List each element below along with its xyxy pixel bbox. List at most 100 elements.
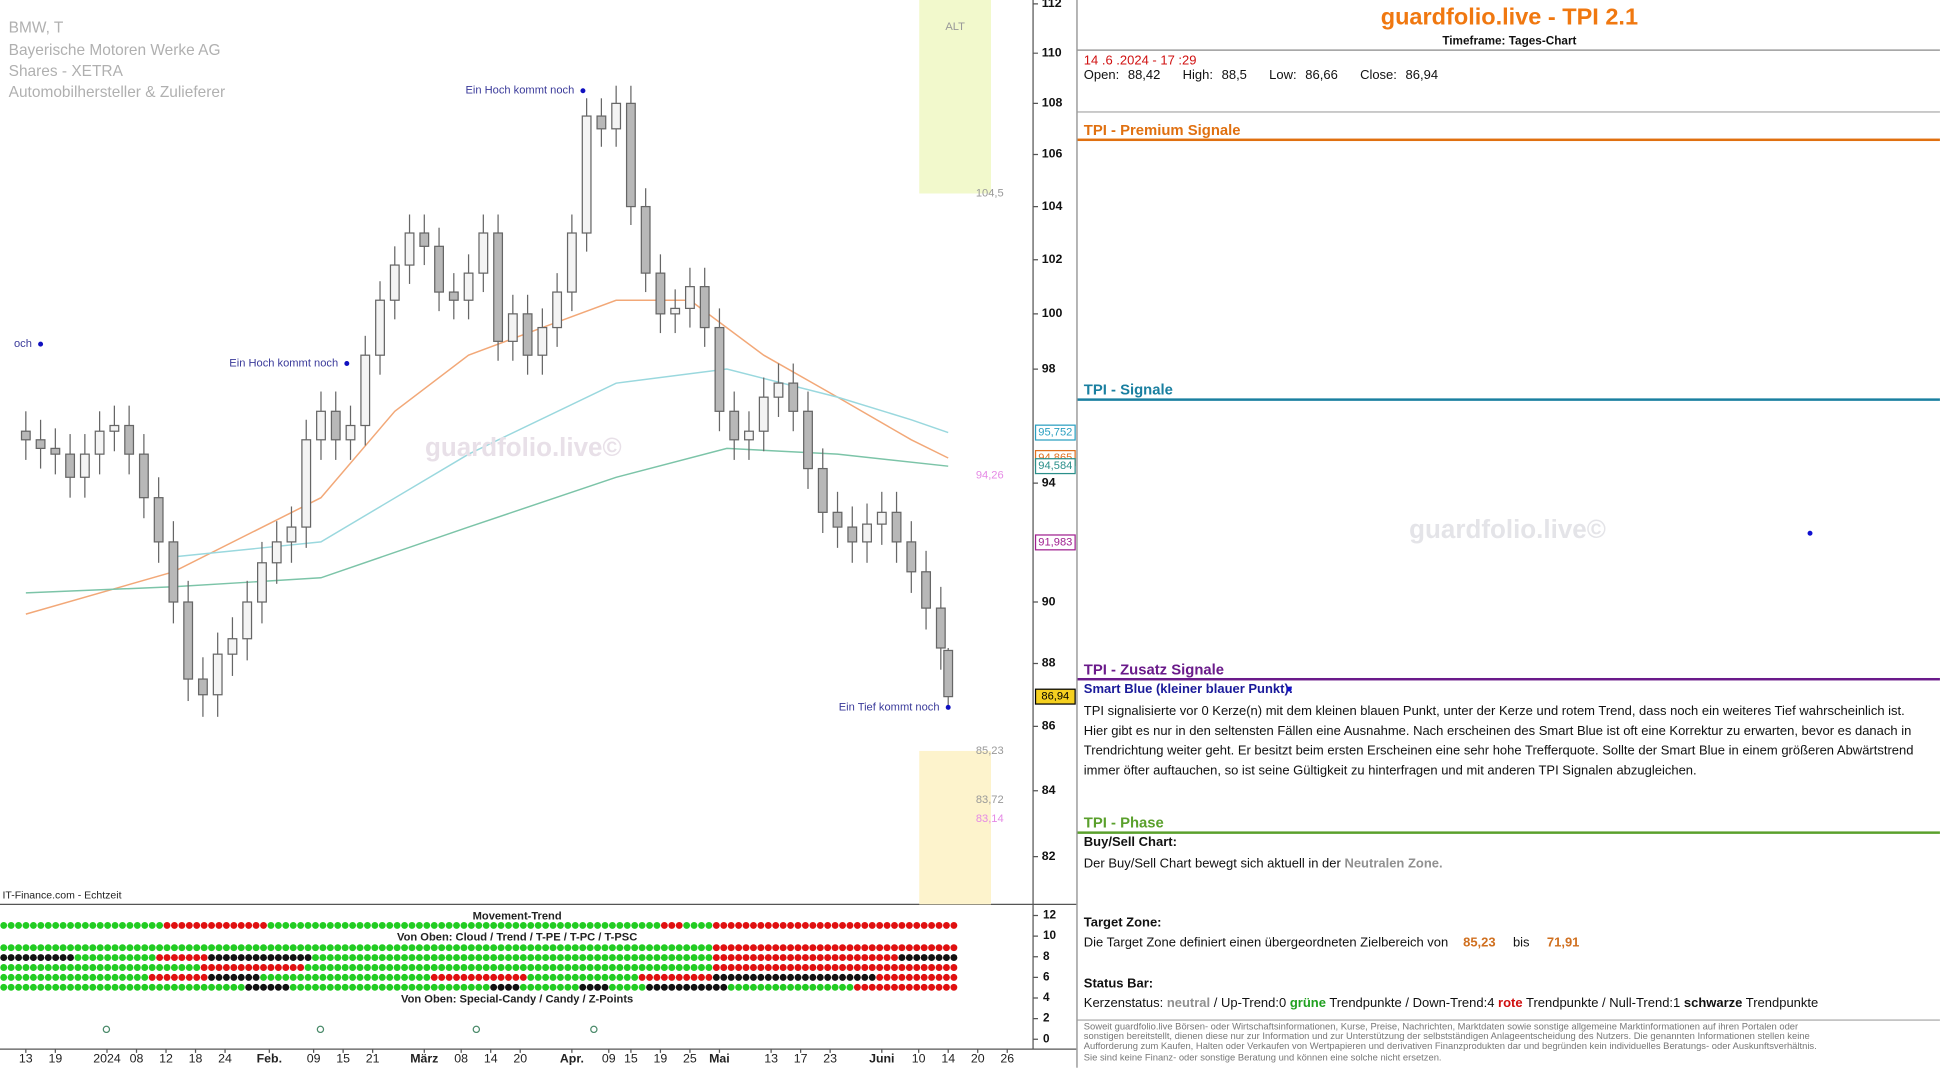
trend-dot: [527, 944, 535, 952]
trend-dot: [15, 921, 23, 929]
candle-body: [360, 354, 371, 427]
trend-dot: [534, 944, 542, 952]
trend-dot: [111, 983, 119, 991]
candle-body: [286, 526, 297, 543]
trend-dot: [237, 983, 245, 991]
trend-dot: [794, 954, 802, 962]
trend-dot: [415, 921, 423, 929]
trend-dot: [527, 954, 535, 962]
trend-dot: [81, 954, 89, 962]
trend-dot: [594, 944, 602, 952]
movement-title: Movement-Trend: [473, 911, 562, 923]
candle-body: [876, 511, 887, 525]
trend-dot: [846, 944, 854, 952]
trend-dot: [727, 983, 735, 991]
trend-dot: [861, 954, 869, 962]
trend-dot: [467, 944, 475, 952]
candle-body: [803, 410, 813, 470]
annotation-dot: [580, 88, 586, 94]
trend-dot: [170, 964, 178, 971]
trend-dot: [260, 954, 267, 962]
trend-dot: [861, 964, 869, 971]
x-tick-label: 18: [189, 1051, 203, 1065]
trend-dot: [631, 954, 639, 962]
trend-dot: [490, 954, 498, 962]
trend-dot: [787, 983, 795, 991]
ohlc-value: 88,5: [1221, 68, 1247, 83]
trend-dot: [816, 964, 824, 971]
trend-dot: [260, 973, 267, 981]
trend-dot: [222, 983, 230, 991]
trend-dot: [712, 983, 720, 991]
trend-dot: [705, 983, 713, 991]
trend-dot: [623, 983, 631, 991]
movement-tick-label: 12: [1043, 909, 1057, 922]
trend-dot: [148, 954, 156, 962]
trend-dot: [898, 921, 906, 929]
trend-dot: [876, 954, 884, 962]
indicator-line: [25, 447, 949, 594]
trend-dot: [141, 973, 149, 981]
x-tick-label: 19: [654, 1051, 668, 1065]
trend-dot: [252, 964, 260, 971]
trend-dot: [67, 921, 74, 929]
trend-dot: [267, 983, 275, 991]
trend-dot: [876, 964, 884, 971]
trend-dot: [59, 921, 67, 929]
trend-dot: [749, 954, 757, 962]
trend-dot: [512, 983, 520, 991]
trend-dot: [482, 944, 490, 952]
trend-dot: [846, 973, 854, 981]
trend-dot: [453, 921, 460, 929]
trend-dot: [616, 921, 624, 929]
candle-body: [847, 526, 858, 543]
trend-dot: [156, 944, 164, 952]
trend-dot: [74, 983, 82, 991]
trend-dot: [794, 921, 802, 929]
trend-dot: [861, 973, 869, 981]
zone: Neutralen Zone.: [1344, 856, 1443, 871]
trend-dot: [616, 944, 624, 952]
trend-dot: [638, 944, 646, 952]
date: 14 .6 .2024 - 17 :29: [1083, 53, 1197, 69]
trend-dot: [831, 973, 839, 981]
trend-dot: [564, 964, 572, 971]
trend-dot: [891, 944, 898, 952]
candle-body: [35, 439, 46, 450]
trend-dot: [519, 921, 527, 929]
trend-dot: [282, 964, 290, 971]
z-point: [102, 1025, 111, 1034]
candle-body: [183, 601, 194, 680]
trend-dot: [482, 964, 490, 971]
trend-dot: [779, 973, 787, 981]
chart: 104,5 94,26 85,23 83,72 83,14 och Ein Hoch kom…: [0, 0, 1077, 1066]
trend-dot: [460, 983, 468, 991]
x-tick-label: 20: [971, 1051, 985, 1065]
x-tick-label: 20: [513, 1051, 527, 1065]
trend-dot: [304, 944, 312, 952]
x-tick-label: Feb.: [257, 1051, 282, 1065]
trend-dot: [891, 973, 898, 981]
candle-body: [832, 511, 843, 528]
trend-dot: [163, 944, 171, 952]
trend-dot: [319, 921, 327, 929]
level-label: 83,72: [976, 794, 1004, 806]
trend-dot: [735, 954, 743, 962]
trend-dot: [891, 954, 898, 962]
movement-tick-label: 8: [1043, 950, 1050, 963]
trend-dot: [720, 954, 728, 962]
trend-dot: [178, 973, 186, 981]
trend-dot: [200, 954, 208, 962]
trend-dot: [586, 964, 594, 971]
trend-dot: [334, 954, 342, 962]
trend-dot: [445, 983, 453, 991]
trend-dot: [378, 964, 386, 971]
trend-dot: [779, 983, 787, 991]
trend-dot: [801, 964, 809, 971]
trend-dot: [423, 944, 431, 952]
trend-dot: [935, 944, 943, 952]
trend-dot: [312, 983, 319, 991]
trend-dot: [646, 954, 653, 962]
trend-dot: [170, 944, 178, 952]
trend-dot: [705, 944, 713, 952]
